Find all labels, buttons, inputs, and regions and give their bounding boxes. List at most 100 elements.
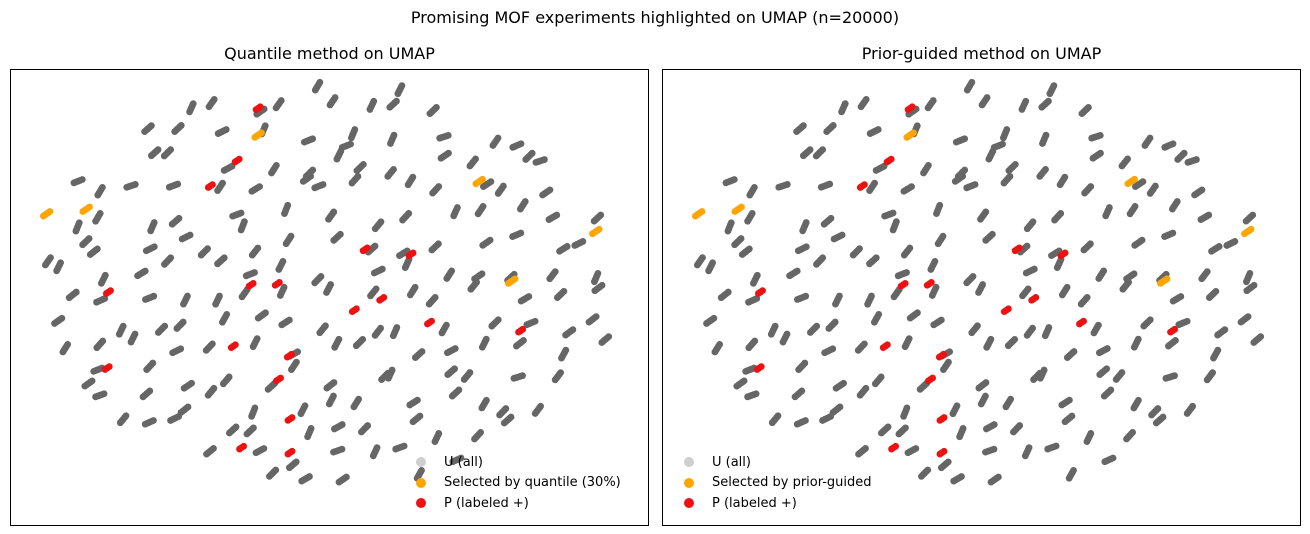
positive-point-cluster-point <box>107 287 114 295</box>
unlabeled-cluster-point <box>150 243 158 251</box>
unlabeled-cluster <box>141 292 158 303</box>
unlabeled-cluster-point <box>862 384 870 392</box>
unlabeled-cluster-point <box>1052 442 1060 450</box>
unlabeled-cluster <box>123 181 139 191</box>
unlabeled-cluster <box>171 122 185 135</box>
positive-point-cluster <box>271 279 283 289</box>
unlabeled-cluster <box>1205 287 1220 301</box>
unlabeled-cluster-point <box>131 330 139 338</box>
unlabeled-cluster <box>97 271 109 287</box>
unlabeled-cluster-point <box>931 258 939 265</box>
unlabeled-cluster-point <box>971 181 979 188</box>
unlabeled-cluster <box>1208 243 1223 255</box>
positive-point-cluster-point <box>940 350 947 358</box>
unlabeled-cluster <box>1090 321 1102 337</box>
selected-point-cluster-point <box>511 275 519 283</box>
unlabeled-cluster <box>705 259 716 275</box>
unlabeled-cluster-point <box>979 281 987 288</box>
unlabeled-cluster-point <box>995 473 1002 481</box>
unlabeled-cluster <box>546 268 559 283</box>
unlabeled-cluster-point <box>279 258 287 265</box>
unlabeled-cluster <box>168 214 183 228</box>
unlabeled-cluster <box>832 379 847 392</box>
unlabeled-cluster-point <box>1109 454 1117 462</box>
unlabeled-cluster-point <box>393 324 401 331</box>
unlabeled-cluster <box>333 147 345 163</box>
unlabeled-cluster-point <box>903 404 911 412</box>
unlabeled-cluster <box>1168 198 1181 213</box>
unlabeled-cluster-point <box>232 423 240 431</box>
unlabeled-cluster <box>985 147 997 163</box>
unlabeled-cluster <box>406 396 421 409</box>
unlabeled-cluster <box>205 95 218 111</box>
positive-point-cluster <box>284 414 296 424</box>
unlabeled-cluster <box>242 269 258 280</box>
selected-point-cluster <box>1156 275 1171 287</box>
unlabeled-cluster-point <box>418 348 426 355</box>
unlabeled-cluster-point <box>999 140 1006 148</box>
unlabeled-cluster-point <box>101 271 109 279</box>
unlabeled-cluster <box>496 405 510 419</box>
unlabeled-cluster <box>275 258 287 273</box>
unlabeled-cluster <box>348 172 362 187</box>
unlabeled-cluster-point <box>945 358 952 366</box>
unlabeled-cluster-point <box>521 198 529 205</box>
unlabeled-cluster <box>1210 346 1222 362</box>
unlabeled-cluster-point <box>953 402 961 410</box>
positive-point-cluster <box>856 181 868 191</box>
unlabeled-cluster-point <box>58 314 66 322</box>
unlabeled-cluster-point <box>1203 268 1211 276</box>
positive-point-cluster-point <box>288 350 295 358</box>
unlabeled-cluster <box>474 202 487 218</box>
unlabeled-cluster-point <box>1189 402 1196 410</box>
unlabeled-cluster <box>1146 182 1159 197</box>
unlabeled-cluster <box>134 267 149 280</box>
unlabeled-cluster <box>904 445 920 457</box>
unlabeled-cluster-point <box>1131 202 1139 210</box>
unlabeled-cluster-point <box>961 166 969 174</box>
unlabeled-cluster <box>956 425 967 441</box>
unlabeled-cluster <box>791 387 806 401</box>
unlabeled-cluster <box>219 373 233 388</box>
unlabeled-cluster <box>1039 131 1050 147</box>
selected-point-cluster <box>1124 175 1138 188</box>
unlabeled-cluster-point <box>924 161 932 169</box>
unlabeled-cluster <box>591 281 606 295</box>
unlabeled-cluster-point <box>801 359 809 367</box>
unlabeled-cluster <box>94 183 106 199</box>
unlabeled-cluster-point <box>597 211 605 219</box>
unlabeled-cluster <box>282 232 295 248</box>
unlabeled-cluster <box>404 173 417 189</box>
unlabeled-cluster-point <box>119 322 127 330</box>
unlabeled-cluster-point <box>541 156 548 163</box>
unlabeled-cluster-point <box>862 95 870 103</box>
positive-point-cluster <box>904 103 916 114</box>
unlabeled-cluster-point <box>1011 335 1019 343</box>
unlabeled-cluster-point <box>494 316 502 324</box>
unlabeled-cluster <box>1152 413 1167 427</box>
unlabeled-cluster <box>214 179 226 195</box>
legend-label-positive: P (labeled +) <box>444 495 529 511</box>
positive-point-cluster-point <box>277 374 284 382</box>
unlabeled-cluster <box>248 183 263 195</box>
unlabeled-cluster-point <box>968 78 976 86</box>
unlabeled-cluster <box>167 413 183 424</box>
unlabeled-cluster-point <box>1070 466 1077 474</box>
unlabeled-cluster <box>963 181 979 192</box>
right-panel-title: Prior-guided method on UMAP <box>861 44 1102 63</box>
unlabeled-cluster-point <box>829 122 837 129</box>
positive-point-cluster <box>1076 317 1087 328</box>
positive-point-cluster <box>252 103 264 114</box>
unlabeled-cluster <box>214 126 230 137</box>
unlabeled-cluster-point <box>813 322 821 330</box>
unlabeled-cluster <box>173 318 187 332</box>
unlabeled-cluster <box>425 293 439 308</box>
unlabeled-cluster-point <box>1124 155 1131 163</box>
unlabeled-cluster-point <box>93 245 101 253</box>
positive-point-cluster <box>227 341 239 351</box>
unlabeled-cluster-point <box>251 404 259 412</box>
unlabeled-cluster <box>1063 348 1078 361</box>
unlabeled-cluster-point <box>771 322 779 330</box>
positive-point-cluster-point <box>883 341 891 349</box>
